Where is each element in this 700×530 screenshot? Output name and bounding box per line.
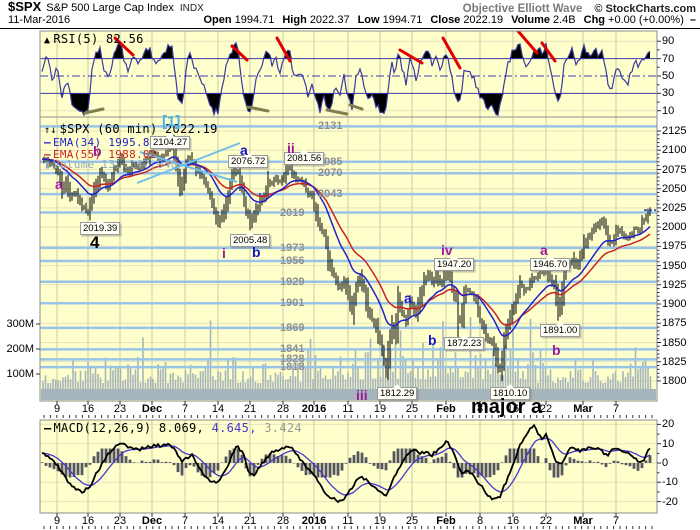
macd-legend-label: MACD(12,26,9) <box>53 421 152 435</box>
symbol: $SPX <box>8 0 42 14</box>
quote-key: Open <box>203 14 232 26</box>
ema34-legend: — EMA(34) 1995.88 <box>44 136 157 149</box>
rsi-legend-label: RSI(5) 82.56 <box>53 32 144 46</box>
macd-line-swatch: — <box>44 421 52 435</box>
volume-label: Volume 131,147,040 <box>52 158 178 171</box>
updown-arrows-icon: ↑↓ <box>44 125 57 136</box>
index-name: S&P 500 Large Cap Index <box>46 2 174 14</box>
ema55-line-swatch: — <box>44 148 51 161</box>
quote-value: 1994.71 <box>234 14 275 26</box>
macd-value: 8.069, <box>158 421 205 435</box>
volume-legend: ▮ Volume 131,147,040 <box>44 158 178 171</box>
ema34-line-swatch: — <box>44 136 51 149</box>
area-chart-icon: ▲ <box>44 35 51 46</box>
change-direction-dash: – <box>689 14 696 26</box>
exchange: INDX <box>179 3 204 14</box>
quote-row: Open 1994.71 High 2022.37 Low 1994.71 Close 202… <box>195 14 696 27</box>
main-legend: ↑↓ $SPX (60 min) 2022.19 <box>44 122 218 136</box>
quote-key: Volume <box>511 14 550 26</box>
quote-value: 1994.71 <box>382 14 423 26</box>
rsi-legend: ▲ RSI(5) 82.56 <box>44 32 144 46</box>
ema55-label: EMA(55) 1988.02 <box>52 148 157 161</box>
quote-key: Low <box>357 14 380 26</box>
quote-value: +0.00 (+0.00%) <box>608 14 684 26</box>
title-row: $SPX S&P 500 Large Cap Index INDX <box>8 0 204 16</box>
ema34-label: EMA(34) 1995.88 <box>52 136 157 149</box>
macd-signal-value: 4.645, <box>211 421 257 435</box>
ema55-legend: — EMA(55) 1988.02 <box>44 148 157 161</box>
volume-bars-icon: ▮ <box>44 158 51 171</box>
elliott-wave-title: Objective Elliott Wave <box>462 3 583 15</box>
main-legend-label: $SPX (60 min) 2022.19 <box>59 122 218 136</box>
quote-key: High <box>282 14 307 26</box>
macd-hist-value: 3.424 <box>264 421 302 435</box>
quote-key: Chg <box>583 14 606 26</box>
quote-key: Close <box>430 14 461 26</box>
title-row-right: Objective Elliott Wave © StockCharts.com <box>463 1 696 16</box>
quote-value: 2.4B <box>553 14 576 26</box>
stockcharts-copyright: © StockCharts.com <box>594 3 696 15</box>
chart-date: 11-Mar-2016 <box>8 14 71 26</box>
quote-value: 2022.19 <box>463 14 504 26</box>
quote-value: 2022.37 <box>309 14 350 26</box>
chart-header: $SPX S&P 500 Large Cap Index INDX Objectiv… <box>0 0 700 29</box>
macd-legend: — MACD(12,26,9) 8.069, 4.645, 3.424 <box>44 421 302 435</box>
